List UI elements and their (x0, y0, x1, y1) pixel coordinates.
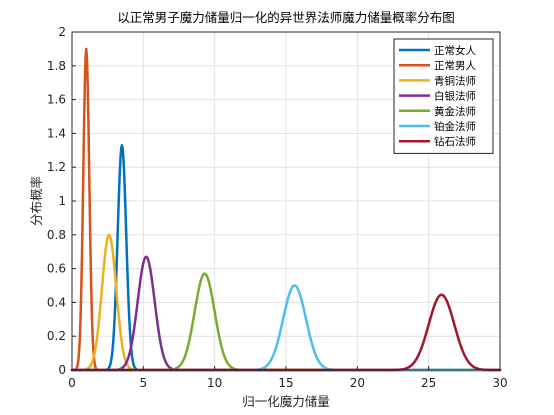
y-tick-label: 0.2 (47, 329, 66, 343)
y-tick-label: 1.4 (47, 126, 66, 140)
legend-label: 白银法师 (434, 90, 476, 103)
y-axis-label: 分布概率 (29, 176, 44, 226)
x-tick-label: 10 (207, 376, 222, 390)
y-tick-label: 1 (58, 194, 66, 208)
x-tick-label: 20 (350, 376, 365, 390)
x-tick-label: 30 (492, 376, 507, 390)
legend-label: 铂金法师 (434, 120, 476, 133)
y-tick-label: 0 (58, 363, 66, 377)
y-tick-label: 1.6 (47, 93, 66, 107)
x-tick-label: 25 (421, 376, 436, 390)
legend-label: 钻石法师 (434, 135, 476, 148)
axis-ticks: 0 5 10 15 20 25 30 0 0.2 0.4 0.6 0.8 1 1.2 1.4 1.6 1.8 2 (47, 25, 508, 390)
x-tick-label: 15 (278, 376, 293, 390)
legend-label: 正常男人 (434, 59, 476, 72)
x-tick-label: 5 (140, 376, 148, 390)
x-tick-label: 0 (68, 376, 76, 390)
y-tick-label: 0.4 (47, 295, 66, 309)
legend-label: 青铜法师 (434, 74, 476, 87)
x-axis-label: 归一化魔力储量 (242, 394, 330, 409)
legend-label: 正常女人 (434, 44, 476, 57)
legend-label: 黄金法师 (434, 105, 476, 118)
y-tick-label: 2 (58, 25, 66, 39)
chart-title: 以正常男子魔力储量归一化的异世界法师魔力储量概率分布图 (117, 10, 455, 25)
y-tick-label: 1.8 (47, 59, 66, 73)
y-tick-label: 0.8 (47, 228, 66, 242)
y-tick-label: 1.2 (47, 160, 66, 174)
y-tick-label: 0.6 (47, 262, 66, 276)
